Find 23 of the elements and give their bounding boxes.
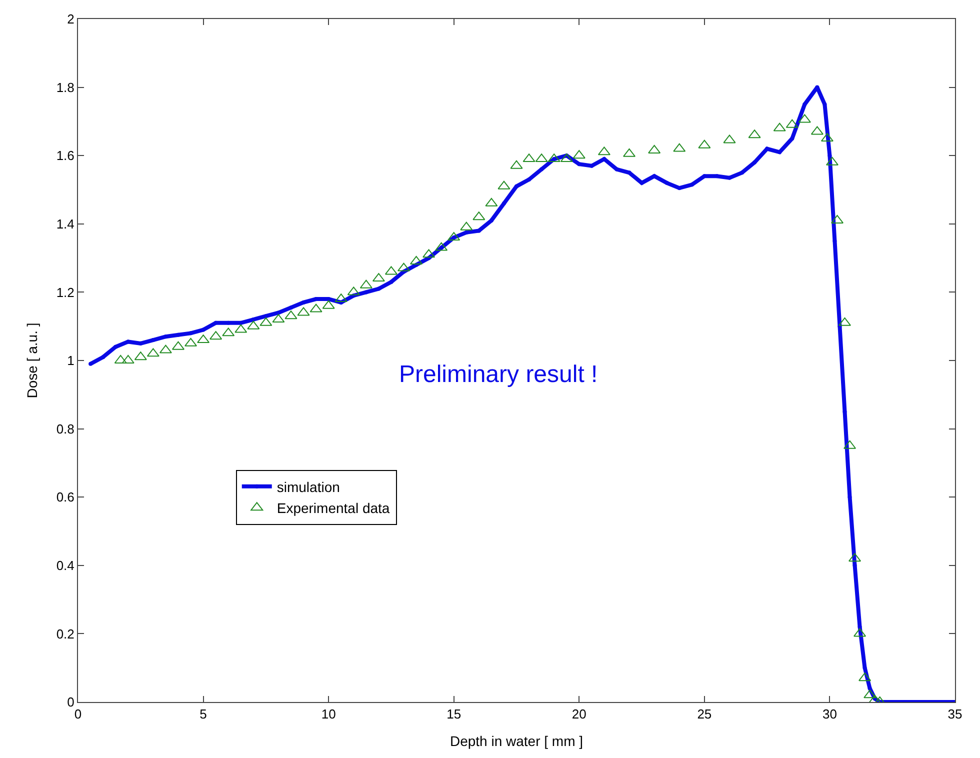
- x-tick-label: 35: [948, 706, 962, 722]
- y-tick-label: 1.8: [56, 80, 74, 95]
- legend-label: simulation: [276, 478, 340, 495]
- y-tick-label: 0.8: [56, 421, 74, 436]
- x-tick-label: 30: [822, 706, 837, 722]
- y-tick-label: 0.6: [56, 490, 74, 505]
- x-tick-label: 5: [200, 706, 207, 722]
- y-tick-label: 2: [67, 12, 74, 27]
- annotation: Preliminary result !: [399, 361, 598, 388]
- y-tick-label: 1.6: [56, 148, 74, 164]
- y-tick-label: 0.4: [56, 558, 74, 573]
- y-tick-label: 0: [67, 694, 74, 710]
- x-tick-label: 15: [446, 706, 462, 722]
- x-axis-title: Depth in water [ mm ]: [450, 732, 584, 749]
- y-tick-label: 0.2: [56, 626, 74, 642]
- y-tick-label: 1: [67, 353, 74, 368]
- y-tick-label: 1.2: [56, 284, 74, 300]
- x-tick-label: 10: [321, 706, 336, 722]
- x-tick-label: 20: [572, 706, 586, 722]
- y-axis-title: Dose [ a.u. ]: [24, 322, 40, 398]
- x-tick-label: 25: [697, 706, 712, 722]
- legend-label: Experimental data: [276, 500, 390, 516]
- y-tick-label: 1.4: [56, 216, 74, 232]
